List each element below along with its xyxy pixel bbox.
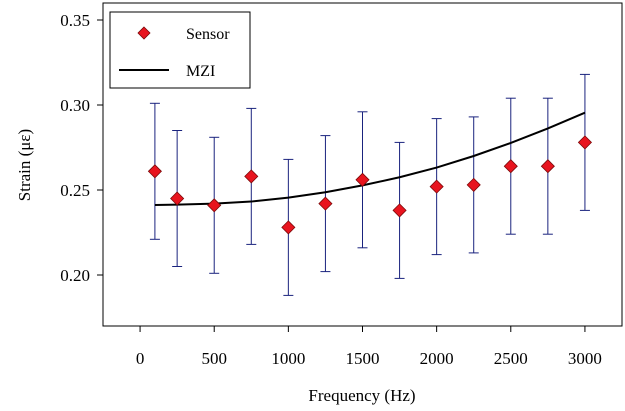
mzi-line [154,111,586,206]
sensor-point [540,159,555,174]
y-tick-label: 0.20 [60,266,90,285]
x-axis-title: Frequency (Hz) [308,386,415,405]
sensor-point [503,159,518,174]
sensor-point [466,177,481,192]
x-tick-label: 500 [201,349,227,368]
x-tick-label: 2500 [494,349,528,368]
legend-mzi-label: MZI [186,63,215,80]
legend: Sensor MZI [109,11,251,89]
legend-sensor-marker [137,26,151,40]
x-tick-label: 1000 [271,349,305,368]
sensor-point [147,164,162,179]
x-tick-label: 3000 [568,349,602,368]
x-tick-label: 2000 [420,349,454,368]
sensor-point [318,196,333,211]
sensor-point [355,172,370,187]
sensor-point [392,203,407,218]
error-bars [149,73,590,296]
x-axis: 0 500 1000 1500 2000 2500 3000 [136,326,602,368]
sensor-point [170,191,185,206]
sensor-point [577,135,592,150]
legend-sensor-label: Sensor [186,26,230,43]
sensor-markers [147,135,592,235]
sensor-point [207,198,222,213]
x-tick-label: 1500 [346,349,380,368]
y-tick-label: 0.30 [60,96,90,115]
sensor-point [244,169,259,184]
y-tick-label: 0.25 [60,181,90,200]
y-axis-title: Strain (με) [15,129,34,201]
sensor-point [429,179,444,194]
x-tick-label: 0 [136,349,145,368]
y-tick-label: 0.35 [60,11,90,30]
legend-box [109,11,251,89]
sensor-point [281,220,296,235]
y-axis: 0.20 0.25 0.30 0.35 [60,11,103,285]
